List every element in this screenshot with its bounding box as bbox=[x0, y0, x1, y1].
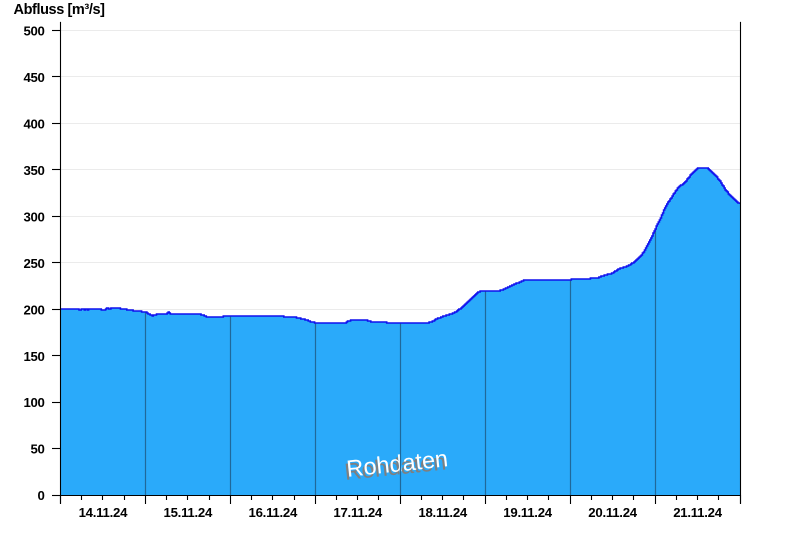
svg-text:350: 350 bbox=[23, 163, 44, 178]
svg-text:100: 100 bbox=[23, 395, 44, 410]
svg-text:150: 150 bbox=[23, 349, 44, 364]
svg-text:17.11.24: 17.11.24 bbox=[333, 505, 383, 520]
svg-text:15.11.24: 15.11.24 bbox=[163, 505, 213, 520]
svg-text:300: 300 bbox=[23, 209, 44, 224]
svg-text:200: 200 bbox=[23, 302, 44, 317]
svg-text:16.11.24: 16.11.24 bbox=[248, 505, 298, 520]
svg-text:20.11.24: 20.11.24 bbox=[588, 505, 638, 520]
svg-text:14.11.24: 14.11.24 bbox=[79, 505, 129, 520]
svg-text:Abfluss [m³/s]: Abfluss [m³/s] bbox=[14, 2, 106, 18]
svg-text:250: 250 bbox=[23, 256, 44, 271]
svg-text:50: 50 bbox=[31, 442, 45, 457]
svg-text:400: 400 bbox=[23, 116, 44, 131]
svg-text:21.11.24: 21.11.24 bbox=[673, 505, 723, 520]
svg-text:0: 0 bbox=[38, 488, 45, 503]
svg-text:450: 450 bbox=[23, 70, 44, 85]
svg-text:500: 500 bbox=[23, 23, 44, 38]
svg-text:18.11.24: 18.11.24 bbox=[418, 505, 468, 520]
svg-text:19.11.24: 19.11.24 bbox=[503, 505, 553, 520]
